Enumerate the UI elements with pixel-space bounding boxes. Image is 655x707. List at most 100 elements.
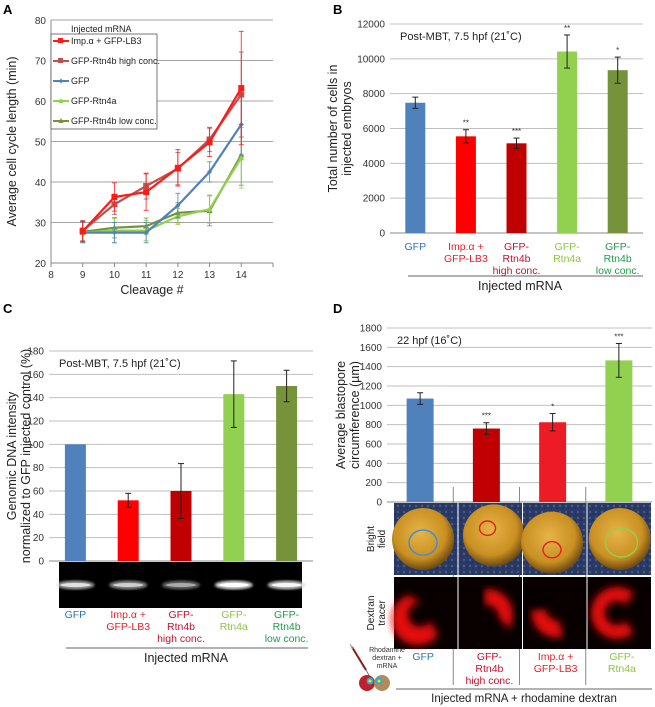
y-axis-title-line1: Average blastopore (334, 361, 348, 469)
dextran-signal (591, 587, 634, 639)
gel-band-core (60, 583, 91, 587)
category-label: Rtn4b (502, 253, 530, 265)
bar (506, 143, 527, 233)
x-axis-title: Injected mRNA + rhodamine dextran (431, 693, 617, 705)
y-axis-title-line2: circumference (µm) (348, 361, 362, 469)
x-axis-title: Injected mRNA (144, 651, 229, 665)
y-tick-label: 80 (35, 16, 47, 27)
y-tick-label: 6000 (363, 124, 386, 135)
blastopore-outline (478, 520, 497, 537)
data-point (207, 169, 213, 175)
category-label: high conc. (465, 675, 513, 687)
gel-image (56, 562, 306, 608)
y-tick-label: 120 (27, 417, 44, 428)
y-tick-label: 1200 (360, 382, 383, 393)
series-line (82, 123, 243, 234)
category-label: Rtn4b (273, 621, 301, 633)
y-tick-label: 140 (27, 393, 44, 404)
category-label: Rtn4a (220, 621, 248, 633)
bar (406, 398, 434, 502)
row-label-bright: Bright (366, 526, 377, 552)
bar (223, 394, 245, 561)
dextran-signal (484, 588, 513, 629)
y-tick-label: 800 (365, 420, 382, 431)
category-label: GFP-LB3 (534, 663, 578, 675)
y-tick-label: 0 (379, 229, 385, 240)
data-point (111, 193, 118, 200)
y-tick-label: 60 (33, 487, 45, 498)
significance-marker: * (551, 403, 554, 412)
data-point (206, 139, 213, 146)
syringe-icon (351, 646, 367, 671)
embryo (462, 504, 525, 567)
panel-label-c: C (3, 301, 13, 316)
x-tick-label: 8 (48, 270, 54, 281)
y-tick-label: 20 (35, 259, 47, 270)
nucleus-core-right (377, 679, 381, 683)
bar (472, 428, 500, 502)
category-label: GFP (405, 241, 427, 253)
y-tick-label: 0 (38, 557, 44, 568)
legend-entry-label: GFP-Rtn4a (71, 96, 117, 106)
schematic-label: Rhodamine (369, 647, 405, 654)
x-axis-title: Cleavage # (120, 283, 183, 297)
y-tick-label: 400 (365, 459, 382, 470)
dextran-signal (391, 595, 439, 646)
y-tick-label: 70 (35, 57, 47, 68)
y-tick-label: 4000 (363, 159, 386, 170)
category-label: GFP- (477, 651, 503, 663)
condition-annotation: Post-MBT, 7.5 hpf (21˚C) (59, 358, 181, 370)
legend-entry-label: GFP (71, 76, 90, 86)
y-tick-label: 200 (365, 478, 382, 489)
data-point (111, 230, 117, 236)
y-tick-label: 50 (35, 138, 47, 149)
y-tick-label: 60 (35, 97, 47, 108)
panel-a-line-chart: 20 30 40 50 60 70 80 8 9 10 11 12 13 14 Cleavage # Aver… (5, 16, 274, 297)
gel-band-core (218, 583, 249, 587)
category-label: GFP- (605, 241, 631, 253)
x-tick-label: 14 (236, 270, 248, 281)
significance-marker: *** (614, 332, 623, 341)
gel-band-core (271, 583, 302, 587)
legend-marker (58, 118, 64, 123)
category-label: Imp.α + (538, 651, 574, 663)
panel-b-bar-chart: 0 2000 4000 6000 8000 10000 12000 Post-MBT, 7.5… (326, 20, 643, 293)
category-label: GFP-LB3 (106, 621, 150, 633)
dextran-signal (531, 609, 564, 638)
condition-annotation: Post-MBT, 7.5 hpf (21˚C) (400, 31, 522, 43)
dextran-fluorescence (531, 609, 564, 638)
bar (276, 386, 298, 561)
bar (607, 70, 628, 233)
x-tick-label: 13 (204, 270, 216, 281)
y-tick-label: 40 (35, 178, 47, 189)
y-axis-title-line2: normalized to GFP injected control (%) (19, 349, 33, 563)
legend-marker (58, 58, 63, 63)
category-label: high conc. (493, 265, 541, 277)
y-tick-label: 30 (35, 219, 47, 230)
gel-band-core (166, 583, 196, 587)
y-tick-label: 100 (27, 440, 44, 451)
significance-marker: ** (463, 119, 469, 128)
y-tick-label: 80 (33, 463, 45, 474)
x-tick-label: 9 (80, 270, 86, 281)
x-tick-label: 12 (172, 270, 184, 281)
y-tick-label: 160 (27, 370, 44, 381)
legend: Imp.α + GFP-LB3 GFP-Rtn4b high conc. GFP GF… (50, 33, 160, 130)
legend-entry-label: Imp.α + GFP-LB3 (71, 36, 141, 46)
x-tick-label: 11 (141, 270, 152, 281)
x-axis-title: Injected mRNA (478, 279, 563, 293)
category-label: Imp.α + (448, 241, 484, 253)
panel-label-d: D (333, 301, 342, 316)
nucleus-core-left (368, 679, 372, 683)
y-tick-label: 12000 (357, 20, 385, 31)
dextran-fluorescence (591, 587, 634, 639)
bar (170, 491, 192, 561)
panel-d-bar-chart: 0 200 400 600 800 1000 1200 1400 1600 1800 22 hpf … (334, 324, 652, 705)
bar (405, 102, 426, 234)
category-label: GFP- (504, 241, 530, 253)
legend-marker (58, 38, 63, 43)
gel-band (162, 580, 200, 590)
legend-title: Injected mRNA (71, 24, 132, 34)
y-axis-title-line1: Genomic DNA intensity (5, 391, 19, 520)
